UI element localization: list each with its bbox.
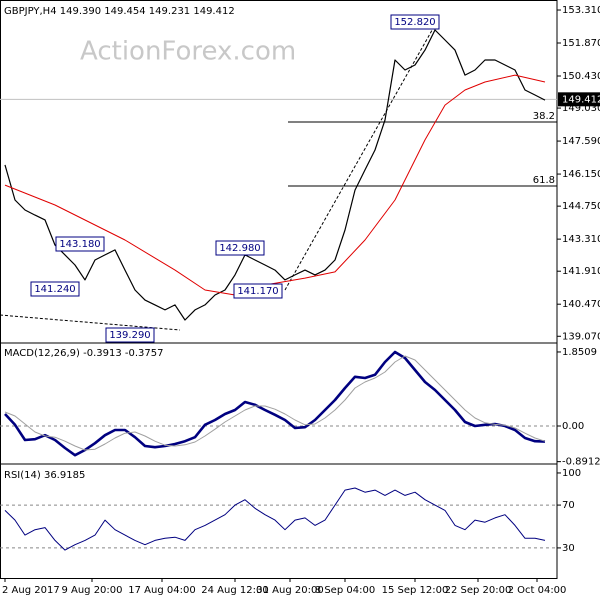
x-tick-label: 31 Aug 20:00	[256, 585, 323, 596]
panel-title: GBPJPY,H4 149.390 149.454 149.231 149.41…	[4, 6, 235, 17]
plot-frame	[0, 0, 558, 579]
annotation-box	[30, 281, 80, 297]
panel-title: MACD(12,26,9) -0.3913 -0.3757	[4, 348, 164, 359]
y-tick-label: 0.00	[562, 421, 584, 432]
x-tick-label: 17 Aug 04:00	[128, 585, 195, 596]
x-tick-label: 9 Aug 20:00	[61, 585, 122, 596]
annotation-box	[215, 240, 265, 256]
x-tick-label: 24 Aug 12:00	[201, 585, 268, 596]
y-tick-label: 1.8509	[562, 347, 597, 358]
annotation: 152.820	[394, 17, 435, 28]
y-tick-label: 153.310	[562, 5, 600, 16]
y-tick-label: 150.430	[562, 71, 600, 82]
annotation: 141.240	[34, 284, 75, 295]
series-line	[4, 355, 546, 451]
panel-title: RSI(14) 36.9185	[4, 470, 85, 481]
y-tick-label: 151.870	[562, 38, 600, 49]
y-tick-label: 141.910	[562, 266, 600, 277]
y-tick-label: 143.310	[562, 234, 600, 245]
y-tick-label: 146.150	[562, 169, 600, 180]
y-tick-label: 70	[562, 500, 575, 511]
fib-label: 38.2	[533, 111, 555, 122]
last-price-label: 149.412	[562, 94, 600, 105]
series-line	[4, 74, 546, 296]
annotation: 143.180	[59, 239, 100, 250]
y-tick-label: 149.030	[562, 103, 600, 114]
series-line	[4, 350, 546, 457]
x-tick-label: 2 Oct 04:00	[508, 585, 567, 596]
watermark: ActionForex.com	[80, 37, 296, 67]
x-tick-label: 15 Sep 12:00	[382, 585, 449, 596]
x-tick-label: 2 Aug 2017	[2, 585, 60, 596]
annotation-box	[390, 14, 440, 30]
y-tick-label: 144.750	[562, 201, 600, 212]
y-tick-label: 100	[562, 468, 581, 479]
trend-line	[284, 24, 436, 291]
annotation-box	[55, 236, 105, 252]
last-price-box	[558, 92, 600, 107]
y-tick-label: 139.070	[562, 331, 600, 342]
x-tick-label: 22 Sep 20:00	[445, 585, 512, 596]
annotation: 139.290	[109, 330, 150, 341]
y-tick-label: 140.470	[562, 299, 600, 310]
y-tick-label: -0.8912	[562, 457, 600, 468]
annotation-box	[233, 283, 283, 299]
y-tick-label: 147.590	[562, 136, 600, 147]
x-tick-label: 8 Sep 04:00	[315, 585, 375, 596]
series-line	[4, 487, 546, 551]
y-tick-label: 30	[562, 543, 575, 554]
annotation: 142.980	[219, 243, 260, 254]
annotation-box	[105, 327, 155, 343]
annotation: 141.170	[237, 286, 278, 297]
fib-label: 61.8	[533, 175, 555, 186]
series-line	[4, 29, 546, 321]
